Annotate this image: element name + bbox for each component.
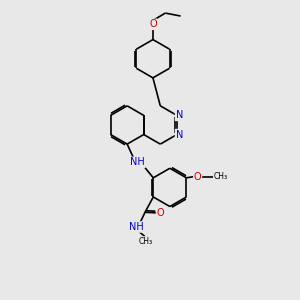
Text: CH₃: CH₃ xyxy=(214,172,228,181)
Text: O: O xyxy=(149,19,157,29)
Text: O: O xyxy=(194,172,201,182)
Text: NH: NH xyxy=(130,158,145,167)
Text: O: O xyxy=(157,208,164,218)
Text: CH₃: CH₃ xyxy=(139,237,153,246)
Text: N: N xyxy=(176,110,183,120)
Text: NH: NH xyxy=(129,222,144,232)
Text: N: N xyxy=(176,130,183,140)
